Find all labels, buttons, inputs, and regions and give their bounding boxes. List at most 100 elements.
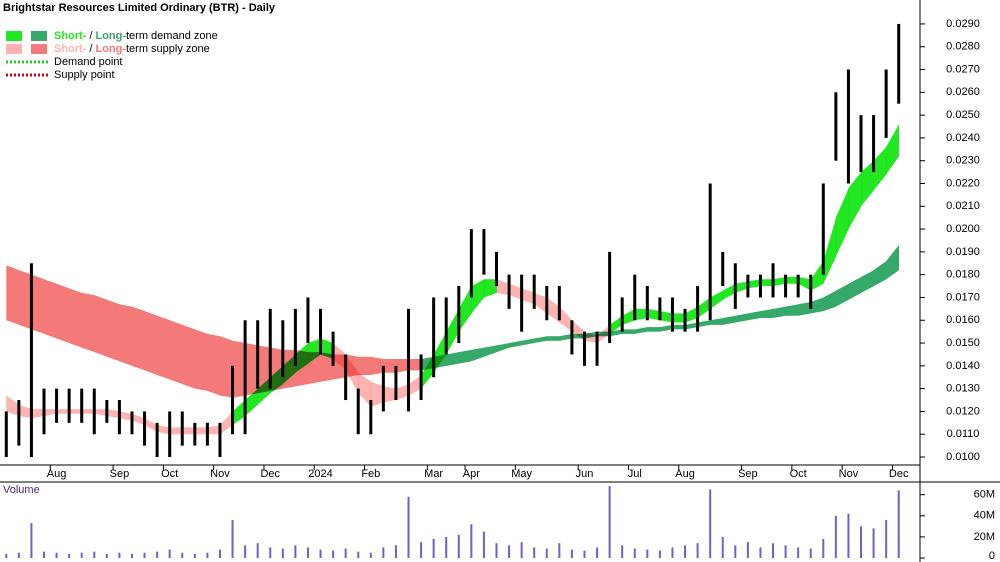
short-term-zone	[597, 324, 610, 344]
price-bar	[834, 92, 838, 161]
price-bar	[268, 308, 272, 389]
short-term-zone	[219, 411, 233, 435]
price-bar	[872, 115, 876, 173]
volume-bar	[432, 539, 435, 558]
volume-y-tick-label: 60M	[974, 489, 995, 501]
price-bar	[469, 229, 473, 298]
x-tick-label: 2024	[308, 468, 332, 480]
price-bar	[92, 388, 96, 435]
long-term-zone	[634, 327, 648, 334]
short-term-zone	[609, 315, 623, 334]
price-bar	[633, 274, 637, 321]
long-term-zone	[509, 340, 522, 348]
short-term-zone	[672, 313, 686, 323]
price-bar	[897, 23, 901, 104]
long-term-zone	[785, 304, 799, 316]
x-tick-label: Mar	[424, 468, 443, 480]
short-term-zone	[395, 384, 409, 401]
long-term-zone	[408, 359, 422, 371]
volume-bar	[508, 545, 511, 558]
price-bar	[155, 422, 159, 458]
price-bar	[17, 400, 21, 446]
legend-label-part: Long-	[95, 30, 126, 42]
short-term-zone	[446, 308, 460, 355]
y-tick-label: 0.0180	[946, 269, 980, 281]
long-term-zone	[219, 336, 233, 398]
price-bar	[394, 365, 398, 401]
volume-bar	[206, 552, 209, 558]
x-tick-label: Oct	[161, 468, 178, 480]
volume-bar	[193, 553, 196, 558]
short-term-zone	[823, 217, 837, 284]
long-term-zone	[119, 304, 133, 366]
volume-bar	[344, 548, 347, 558]
y-tick-label: 0.0290	[946, 18, 980, 30]
volume-bar	[394, 545, 397, 558]
volume-bar	[885, 520, 888, 558]
short-term-zone	[835, 188, 849, 257]
volume-bar	[897, 490, 900, 558]
volume-bar	[596, 547, 599, 558]
price-bar	[796, 274, 800, 298]
price-bar	[457, 286, 461, 344]
long-term-zone	[81, 292, 95, 353]
price-bar	[306, 297, 310, 344]
x-tick-label: Sep	[110, 468, 130, 480]
short-term-zone	[257, 377, 271, 405]
long-term-zone	[760, 308, 774, 318]
price-bar	[444, 297, 448, 355]
short-term-zone	[509, 283, 522, 300]
short-term-zone	[81, 409, 95, 414]
price-bar	[507, 274, 511, 309]
price-bar	[746, 274, 750, 298]
y-tick-label: 0.0250	[946, 109, 980, 121]
long-term-zone	[157, 315, 170, 380]
y-tick-label: 0.0120	[946, 405, 980, 417]
short-term-zone	[194, 427, 208, 435]
volume-bar	[608, 486, 611, 558]
volume-bar	[797, 547, 800, 558]
short-term-zone	[207, 425, 221, 435]
volume-bar	[646, 549, 649, 558]
price-bar	[494, 251, 498, 287]
long-term-zone	[722, 315, 736, 325]
long-term-zone	[609, 329, 623, 337]
long-term-zone	[43, 279, 57, 339]
volume-bar	[759, 547, 762, 558]
volume-bar	[231, 520, 234, 558]
price-bar	[708, 183, 712, 321]
volume-bar	[772, 543, 775, 558]
y-tick-label: 0.0190	[946, 246, 980, 258]
short-term-zone	[56, 409, 70, 414]
price-bar	[520, 274, 524, 332]
x-tick-label: Jul	[628, 468, 642, 480]
volume-bar	[470, 524, 473, 558]
short-term-zone	[735, 281, 749, 293]
price-bar	[721, 251, 725, 287]
short-term-zone	[458, 286, 472, 332]
price-bar	[193, 422, 197, 446]
volume-bar	[533, 547, 536, 558]
x-tick-label: Oct	[790, 468, 807, 480]
volume-bar	[294, 545, 297, 558]
volume-bar	[218, 549, 221, 558]
volume-bar	[17, 552, 20, 558]
long-term-zone	[94, 295, 108, 357]
long-term-zone	[56, 283, 70, 344]
long-term-zone	[6, 265, 20, 325]
volume-bar	[684, 545, 687, 558]
volume-bar	[332, 550, 335, 558]
short-term-zone	[320, 338, 334, 360]
volume-bar	[357, 551, 360, 558]
y-tick-label: 0.0100	[946, 451, 980, 463]
volume-bar	[746, 542, 749, 558]
short-term-zone	[785, 276, 799, 284]
volume-bar	[244, 545, 247, 558]
short-term-zone	[634, 308, 648, 321]
short-term-zone	[659, 311, 673, 323]
long-term-zone	[395, 359, 409, 373]
short-term-zone	[282, 354, 296, 385]
